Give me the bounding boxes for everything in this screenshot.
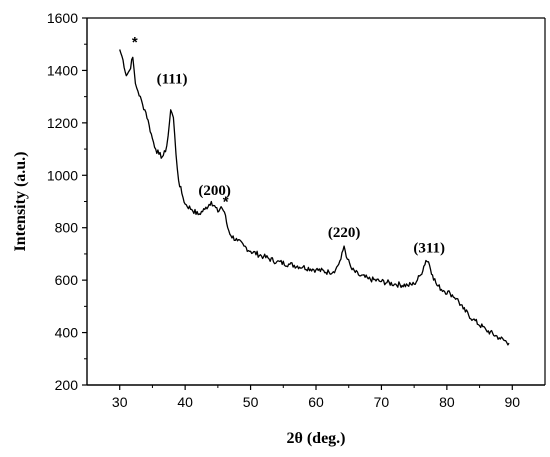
asterisk-marker: * <box>132 34 138 51</box>
peak-label: (311) <box>413 241 445 257</box>
y-ticks: 200 400 600 800 1000 1200 1400 1600 <box>47 10 87 393</box>
series-line <box>119 49 510 346</box>
peak-label: (111) <box>157 72 188 88</box>
x-tick-label: 60 <box>308 394 324 410</box>
asterisk-marker: * <box>223 194 229 211</box>
x-tick-label: 50 <box>243 394 259 410</box>
annotations: *(111)(200)*(220)(311) <box>132 34 445 257</box>
y-axis-title: Intensity (a.u.) <box>12 151 29 251</box>
y-tick-label: 1000 <box>47 167 78 183</box>
x-tick-label: 40 <box>177 394 193 410</box>
y-tick-label: 1600 <box>47 10 78 26</box>
y-tick-label: 1200 <box>47 115 78 131</box>
peak-label: (220) <box>328 225 361 241</box>
y-tick-label: 200 <box>55 377 79 393</box>
x-ticks: 30 40 50 60 70 80 90 <box>112 385 520 410</box>
peak-label: (200) <box>198 183 231 199</box>
y-tick-label: 600 <box>55 272 79 288</box>
x-tick-label: 30 <box>112 394 128 410</box>
x-tick-label: 80 <box>439 394 455 410</box>
y-tick-label: 400 <box>55 325 79 341</box>
x-axis-title: 2θ (deg.) <box>286 430 345 447</box>
y-tick-label: 1400 <box>47 62 78 78</box>
x-tick-label: 90 <box>504 394 520 410</box>
x-tick-label: 70 <box>374 394 390 410</box>
y-tick-label: 800 <box>55 220 79 236</box>
